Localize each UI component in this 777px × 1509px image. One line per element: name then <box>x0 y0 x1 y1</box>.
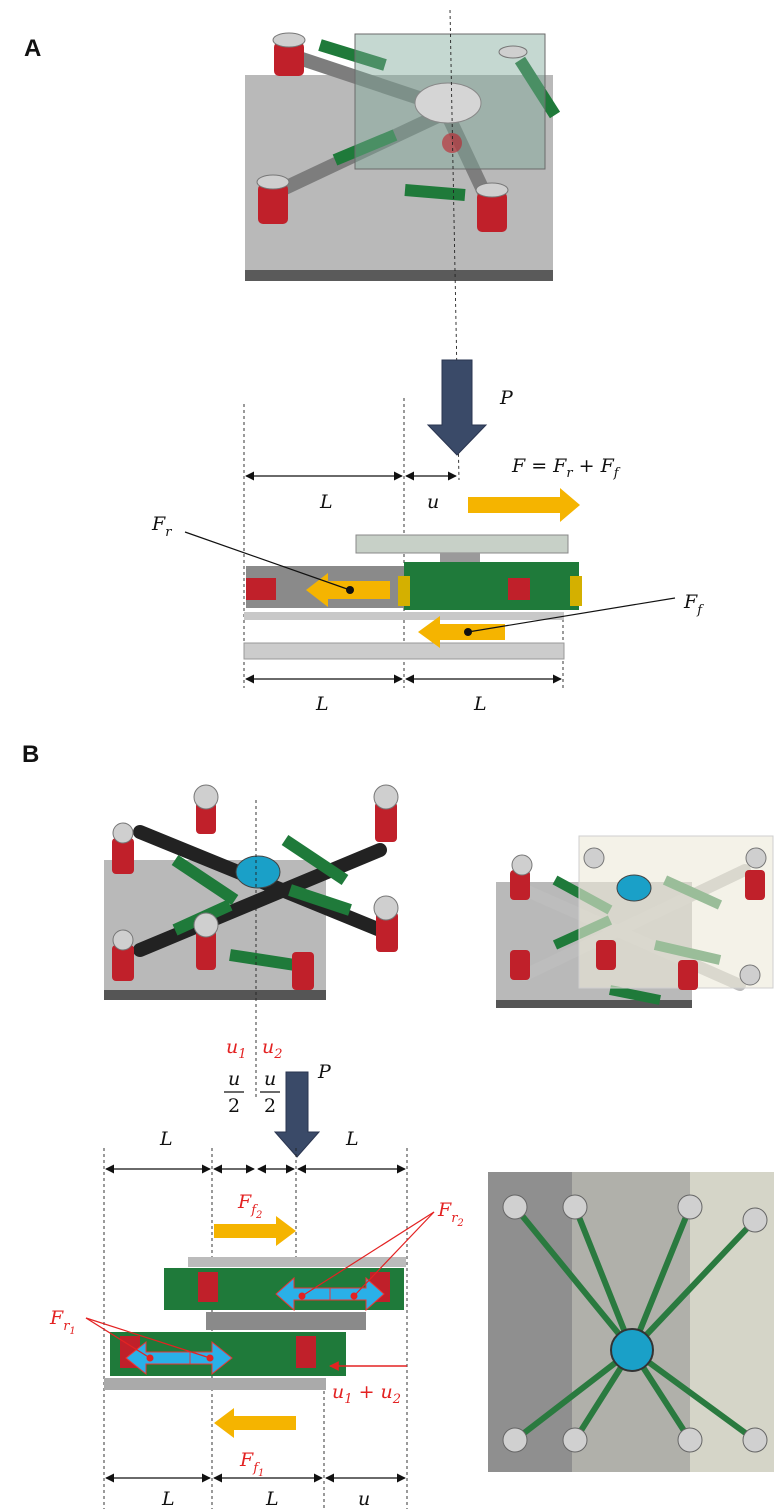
panel-a-load-arrow <box>426 359 488 456</box>
panel-b-dim-top-l1-label: L <box>159 1128 173 1150</box>
panel-a-fr-leader <box>184 531 351 591</box>
panel-b-label: B <box>22 741 39 768</box>
panel-b-fr2-point-1 <box>350 1292 358 1300</box>
panel-b-dim-bottom-u-label: u <box>358 1488 370 1509</box>
panel-b-load-arrow <box>273 1071 321 1158</box>
panel-b-top-view <box>488 1172 774 1472</box>
panel-b-isometric-device-left <box>104 784 399 1000</box>
panel-b-u2-label: u2 <box>262 1036 283 1062</box>
panel-b-ff1-label: Ff1 <box>239 1449 264 1479</box>
panel-b-dim-bottom-l1-label: L <box>161 1488 175 1509</box>
panel-b-fr1-point-1 <box>146 1354 154 1362</box>
panel-b-dim-bottom-l2-label: L <box>265 1488 279 1509</box>
panel-a-dim-bottom-l1-label: L <box>315 693 329 715</box>
panel-b-u-sum-label: u1 + u2 <box>332 1381 401 1407</box>
panel-b-fr1-leader-1 <box>85 1317 151 1359</box>
panel-a-dim-top-l-label: L <box>319 491 333 513</box>
panel-b-side-view <box>104 1257 406 1390</box>
panel-b-fr1-point-2 <box>206 1354 214 1362</box>
panel-b-u1-label: u1 <box>226 1036 247 1062</box>
panel-a-isometric-device <box>245 32 561 281</box>
panel-a-ff-arrow <box>418 616 505 648</box>
panel-b-half-u-2: u 2 <box>260 1068 280 1117</box>
panel-a-force-equation: F = Fr + Ff <box>511 455 621 481</box>
panel-b-fr2-leader-1 <box>353 1211 435 1297</box>
panel-a-side-view <box>243 534 582 660</box>
panel-a-ff-label: Ff <box>683 591 704 618</box>
panel-a-load-label: P <box>499 387 514 409</box>
panel-b-fr2-label: Fr2 <box>437 1199 464 1229</box>
panel-b-fr2-leader-2 <box>301 1211 435 1297</box>
panel-a-dim-bottom-l2-label: L <box>473 693 487 715</box>
panel-b-ff2-label: Ff2 <box>237 1191 262 1221</box>
panel-b-half-u-1-num: u <box>228 1068 240 1090</box>
panel-a-ff-leader <box>467 597 676 633</box>
panel-b-fr1-leader-2 <box>85 1317 211 1359</box>
panel-b-fr2-point-2 <box>298 1292 306 1300</box>
panel-b-dim-top-l2-label: L <box>345 1128 359 1150</box>
panel-b-fr1-label: Fr1 <box>49 1307 76 1337</box>
panel-b-half-u-2-num: u <box>264 1068 276 1090</box>
panel-a-dim-top-u-label: u <box>427 491 439 513</box>
panel-a-fr-label: Fr <box>151 513 172 540</box>
panel-b-isometric-device-right <box>496 835 774 1008</box>
panel-a-label: A <box>24 35 41 62</box>
panel-a-resultant-arrow <box>468 488 580 522</box>
panel-b-ff2-arrow <box>214 1216 296 1246</box>
panel-b-ff1-arrow <box>214 1408 296 1438</box>
panel-b-half-u-1-den: 2 <box>228 1095 240 1117</box>
panel-b-half-u-1: u 2 <box>224 1068 244 1117</box>
panel-b-half-u-2-den: 2 <box>264 1095 276 1117</box>
panel-b-load-label: P <box>317 1061 332 1083</box>
